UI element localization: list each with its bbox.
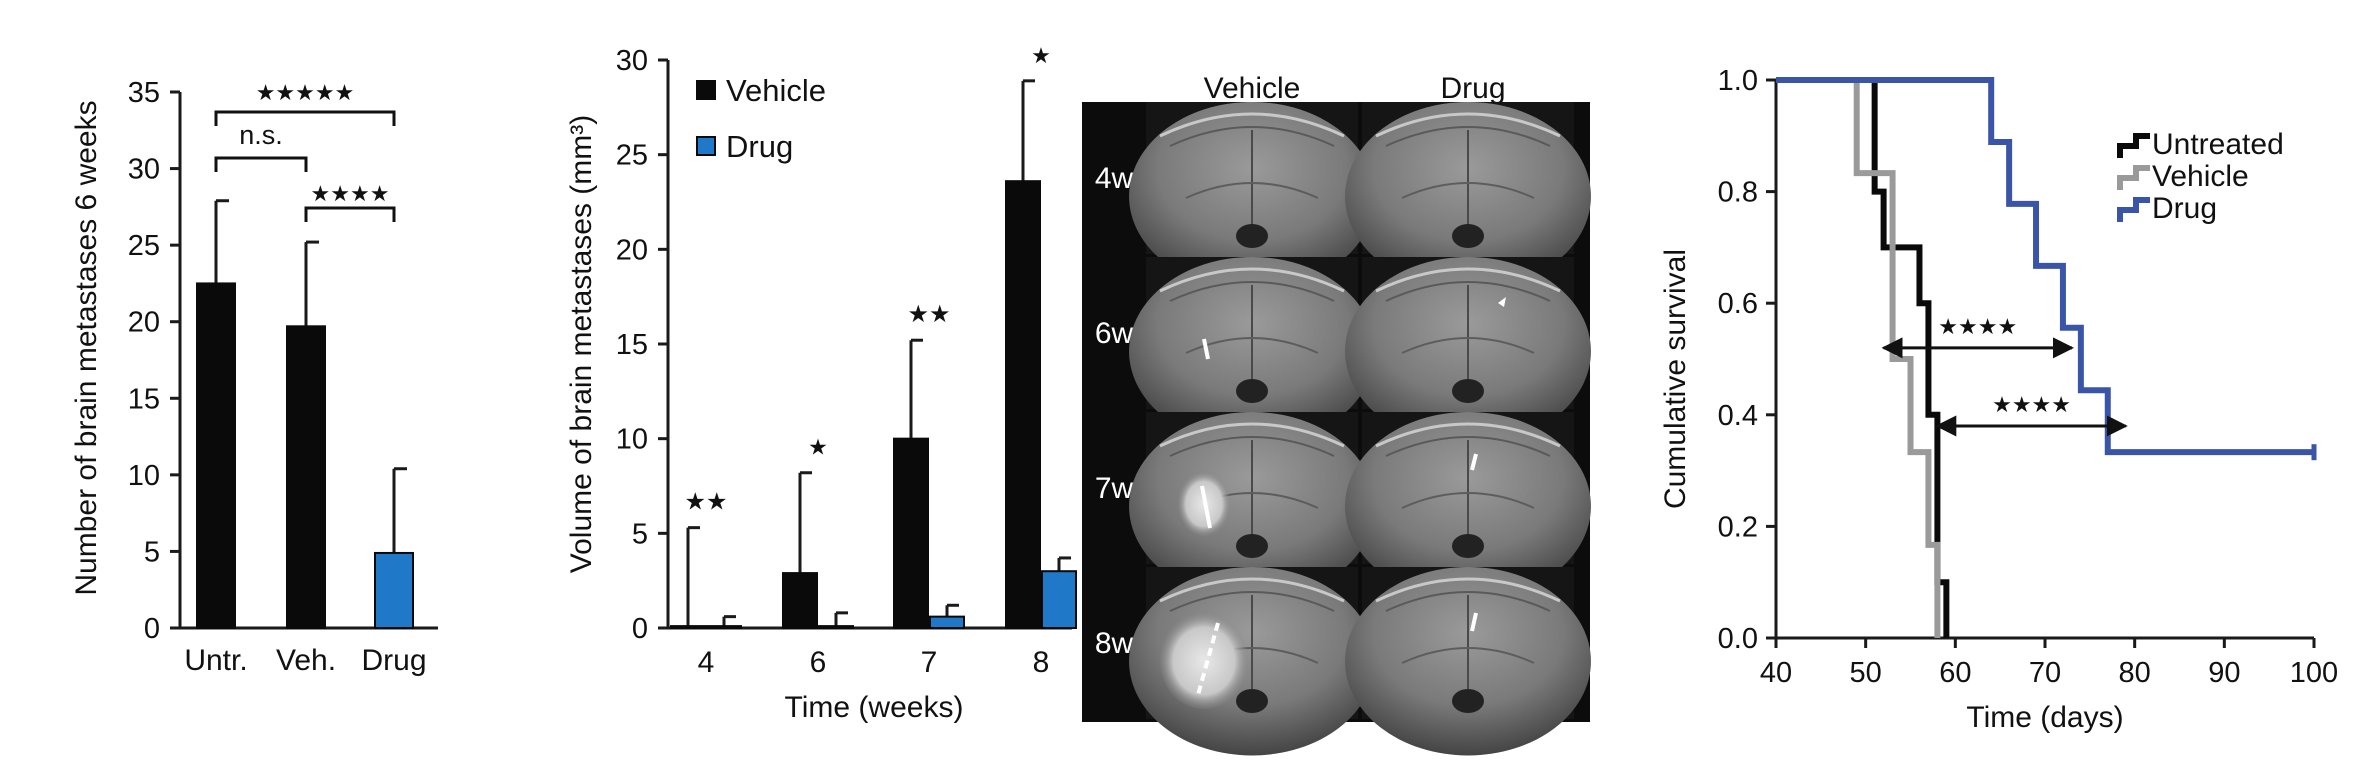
panel-a-bar (374, 551, 414, 630)
mri-image (1129, 412, 1375, 601)
panel-d-x-tick-label: 50 (1850, 657, 1882, 689)
panel-a-y-tick-label: 25 (128, 230, 160, 262)
panel-b-y-tick-label: 30 (616, 45, 648, 77)
panel-d-x-tick-label: 40 (1760, 657, 1792, 689)
panel-a-bar (286, 325, 326, 629)
panel-b-bar (929, 615, 965, 630)
panel-b-legend-label: Vehicle (726, 73, 826, 108)
mri-image (1345, 567, 1591, 756)
panel-b-significance-label: ★ (1031, 43, 1051, 68)
mri-column-label-vehicle: Vehicle (1204, 72, 1301, 105)
panel-a-significance-bracket (214, 110, 396, 126)
panel-d-series-line (1776, 77, 1950, 638)
panel-d-y-axis-label: Cumulative survival (1659, 249, 1692, 509)
panel-b-y-tick-label: 15 (616, 329, 648, 361)
panel-d-legend-swatch (2117, 165, 2150, 190)
mri-image (1129, 257, 1375, 446)
panel-b-x-axis-label: Time (weeks) (785, 691, 964, 724)
mri-image (1345, 102, 1591, 291)
panel-d-legend-swatch (2117, 197, 2150, 222)
panel-b-bar (670, 625, 706, 630)
panel-d-y-tick-label: 0.8 (1718, 177, 1758, 209)
mri-row-label: 7w (1095, 472, 1134, 505)
mri-image (1345, 412, 1591, 601)
panel-a-y-tick-label: 10 (128, 460, 160, 492)
panel-a-y-tick-label: 30 (128, 154, 160, 186)
panel-d-legend-swatch (2117, 133, 2150, 158)
panel-a-y-tick-label: 0 (144, 613, 160, 645)
panel-b-category-label: 7 (921, 646, 938, 679)
panel-b-category-label: 6 (810, 646, 827, 679)
panel-a-category-label: Drug (361, 644, 426, 677)
panel-b-legend-label: Drug (726, 129, 793, 164)
mri-image (1129, 102, 1375, 291)
panel-d-x-tick-label: 90 (2208, 657, 2240, 689)
panel-d-x-tick-label: 60 (1939, 657, 1971, 689)
mri-row-label: 8w (1095, 627, 1134, 660)
panel-d-y-tick-label: 0.2 (1718, 511, 1758, 543)
mri-image (1129, 567, 1375, 756)
mri-row-label: 4w (1095, 162, 1134, 195)
panel-a-significance-label: ★★★★★ (256, 80, 355, 105)
panel-a-category-label: Veh. (276, 644, 336, 677)
panel-b-significance-label: ★ (808, 435, 828, 460)
panel-d-legend-label: Drug (2152, 192, 2217, 225)
panel-b-significance-label: ★★ (684, 489, 727, 516)
mri-row-label: 6w (1095, 317, 1134, 350)
panel-a-y-axis-label: Number of brain metastases 6 weeks (70, 100, 103, 595)
panel-b-legend-swatch (696, 80, 716, 100)
panel-b-category-label: 4 (698, 646, 715, 679)
panel-b-bar (893, 437, 929, 629)
panel-d-legend-label: Untreated (2152, 128, 2284, 161)
panel-d-y-tick-label: 0.6 (1718, 288, 1758, 320)
panel-a-significance-label: n.s. (239, 120, 283, 150)
panel-b-y-tick-label: 0 (632, 613, 648, 645)
panel-a-category-label: Untr. (184, 644, 247, 677)
panel-d-x-tick-label: 80 (2119, 657, 2151, 689)
panel-a-significance-bracket (304, 206, 396, 222)
panel-a-y-tick-label: 5 (144, 536, 160, 568)
panel-b-bar (1041, 570, 1077, 630)
panel-d-x-axis-label: Time (days) (1966, 701, 2123, 734)
panel-d-legend-label: Vehicle (2152, 160, 2249, 193)
panel-a-y-tick-label: 15 (128, 383, 160, 415)
panel-b-y-axis-label: Volume of brain metastases (mm³) (565, 115, 598, 573)
panel-a-bar (196, 282, 236, 629)
panel-d-annotation-label: ★★★★ (1992, 392, 2071, 417)
panel-b-category-label: 8 (1033, 646, 1050, 679)
panel-d-y-tick-label: 1.0 (1718, 65, 1758, 97)
mri-column-label-drug: Drug (1440, 72, 1505, 105)
panel-a-y-tick-label: 35 (128, 77, 160, 109)
panel-d-series-line (1776, 77, 2314, 456)
panel-b-bar (818, 625, 854, 630)
panel-d-x-tick-label: 100 (2290, 657, 2338, 689)
panel-a-y-tick-label: 20 (128, 307, 160, 339)
panel-d-y-tick-label: 0.0 (1718, 623, 1758, 655)
panel-b-y-tick-label: 10 (616, 424, 648, 456)
panel-b-significance-label: ★★ (907, 301, 950, 328)
panel-d-survival: 40 50 60 70 80 90 100 0.0 0.2 0.4 0.6 0.8 1.0 ★★★★ ★★… (1659, 65, 2338, 734)
panel-b-y-tick-label: 20 (616, 234, 648, 266)
panel-a-significance-bracket (214, 156, 308, 172)
panel-b-legend-swatch (696, 136, 716, 156)
panel-c-mri-images: Vehicle Drug 4w 6w 7w 8w (1082, 72, 1591, 756)
panel-b-bar (1005, 180, 1041, 629)
mri-image (1345, 257, 1591, 446)
panel-b-y-tick-label: 25 (616, 140, 648, 172)
panel-b-bar (782, 572, 818, 629)
panel-b-bar (706, 625, 742, 630)
panel-b-y-tick-label: 5 (632, 518, 648, 550)
panel-d-y-tick-label: 0.4 (1718, 400, 1758, 432)
panel-d-x-tick-label: 70 (2029, 657, 2061, 689)
panel-d-annotation-label: ★★★★ (1938, 314, 2017, 339)
panel-d-series-line (1776, 77, 1941, 638)
panel-a-significance-label: ★★★★ (311, 181, 390, 206)
